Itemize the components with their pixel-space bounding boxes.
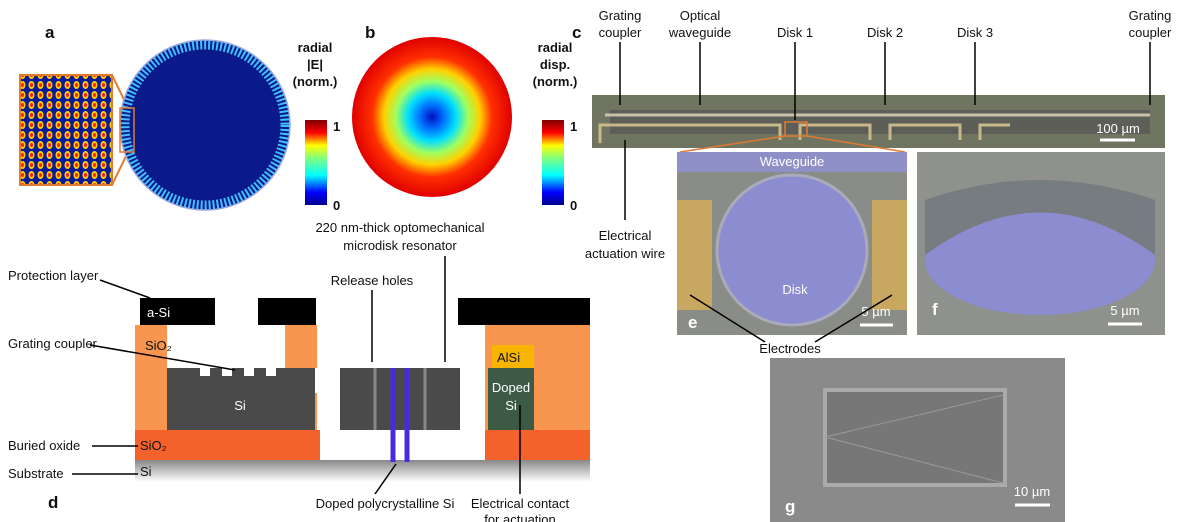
annotation: Grating coupler <box>8 336 98 351</box>
colorbar-min: 0 <box>570 198 577 213</box>
annotation: Protection layer <box>8 268 99 283</box>
substrate <box>135 460 590 482</box>
colorbar-title: radial|E|(norm.) <box>293 40 338 89</box>
annotation: SiO₂ <box>140 438 167 453</box>
a-si <box>458 298 590 325</box>
panel-label: g <box>785 497 795 516</box>
disk <box>717 175 867 325</box>
panel-label: a <box>45 23 55 42</box>
panel-label: c <box>572 23 581 42</box>
colorbar <box>542 120 564 205</box>
annotation: Disk 2 <box>867 25 903 40</box>
annotation: Disk 3 <box>957 25 993 40</box>
cavity <box>825 390 1005 485</box>
electrode <box>677 200 712 310</box>
annotation: Disk 1 <box>777 25 813 40</box>
buried-oxide <box>485 430 590 460</box>
annotation: AlSi <box>497 350 520 365</box>
annotation: Si <box>140 464 152 479</box>
figure: a radial|E|(norm.) 1 0 b radialdisp.(nor… <box>0 0 1187 522</box>
displacement-map <box>352 37 512 197</box>
annotation: Si <box>234 398 246 413</box>
colorbar <box>305 120 327 205</box>
annotation: Disk <box>782 282 808 297</box>
panel-label: b <box>365 23 375 42</box>
annotation: a-Si <box>147 305 170 320</box>
mode-inset <box>20 75 112 185</box>
annotation: Electrodes <box>759 341 821 356</box>
panel-label: e <box>688 313 697 332</box>
annotation: Doped polycrystalline Si <box>316 496 455 511</box>
annotation: SiO₂ <box>145 338 172 353</box>
annotation: Waveguide <box>760 154 825 169</box>
panel-label: f <box>932 300 938 319</box>
colorbar-min: 0 <box>333 198 340 213</box>
sio2 <box>285 325 317 368</box>
microdisk <box>340 368 460 430</box>
a-si <box>258 298 316 325</box>
colorbar-max: 1 <box>333 119 340 134</box>
scale-label: 10 µm <box>1014 484 1050 499</box>
electrode <box>872 200 907 310</box>
annotation: Buried oxide <box>8 438 80 453</box>
scale-label: 5 µm <box>1110 303 1139 318</box>
panel-label: d <box>48 493 58 512</box>
annotation: Release holes <box>331 273 414 288</box>
annotation: Substrate <box>8 466 64 481</box>
scale-label: 100 µm <box>1096 121 1140 136</box>
colorbar-max: 1 <box>570 119 577 134</box>
